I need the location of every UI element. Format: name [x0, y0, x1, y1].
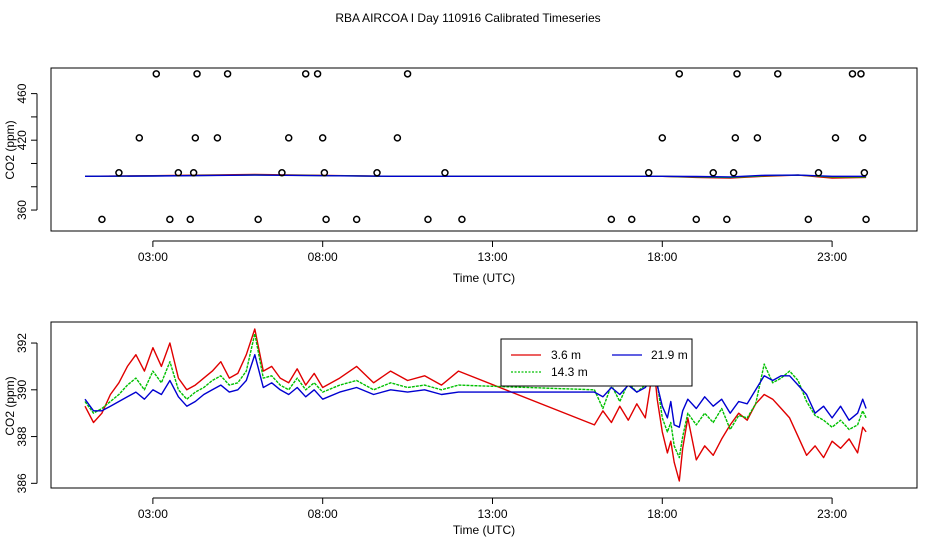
calibration-point: [723, 215, 731, 224]
top-x-axis: 03:00 08:00 13:00 18:00 23:00: [138, 240, 847, 264]
top-y-tick-label: 420: [15, 130, 29, 150]
bottom-series-lines: [84, 328, 867, 482]
top-series-21-9-m: [84, 174, 867, 178]
bottom-plot-frame: [50, 321, 918, 489]
calibration-point: [174, 169, 183, 177]
calibration-point: [731, 134, 740, 142]
calibration-point: [393, 134, 402, 142]
calibration-point: [709, 169, 717, 177]
calibration-point: [860, 169, 869, 177]
calibration-point: [278, 169, 286, 177]
legend: 3.6 m 21.9 m 14.3 m: [500, 338, 693, 387]
bottom-y-tick-label: 390: [15, 379, 29, 399]
top-calibration-points: [98, 70, 870, 224]
legend-label-3-6m: 3.6 m: [551, 348, 581, 362]
bottom-x-axis-label: Time (UTC): [453, 523, 515, 537]
calibration-point: [254, 215, 262, 224]
calibration-point: [320, 169, 329, 177]
calibration-point: [213, 134, 222, 142]
top-y-tick-label: 460: [15, 83, 29, 103]
top-x-tick-label: 23:00: [817, 250, 847, 264]
calibration-point: [301, 70, 310, 78]
legend-label-21-9m: 21.9 m: [651, 348, 688, 362]
calibration-point: [115, 169, 123, 177]
bottom-series-3-6-m: [84, 328, 867, 482]
calibration-point: [862, 215, 870, 224]
calibration-point: [753, 134, 762, 142]
bottom-series-21-9-m: [84, 354, 867, 428]
calibration-point: [135, 134, 144, 142]
calibration-point: [774, 70, 782, 78]
top-y-axis-label: CO2 (ppm): [3, 120, 17, 179]
calibration-point: [322, 215, 330, 224]
bottom-x-tick-label: 08:00: [308, 507, 338, 521]
bottom-y-tick-label: 388: [15, 426, 29, 446]
calibration-point: [193, 70, 201, 78]
calibration-point: [223, 70, 232, 78]
calibration-point: [152, 70, 161, 78]
bottom-x-tick-label: 13:00: [477, 507, 507, 521]
calibration-point: [831, 134, 840, 142]
bottom-y-tick-label: 392: [15, 333, 29, 353]
calibration-point: [186, 215, 194, 224]
top-x-tick-label: 18:00: [647, 250, 677, 264]
calibration-point: [848, 70, 857, 78]
bottom-x-axis: 03:00 08:00 13:00 18:00 23:00: [138, 497, 847, 521]
calibration-point: [804, 215, 813, 224]
calibration-point: [189, 169, 198, 177]
calibration-point: [318, 134, 327, 142]
bottom-x-tick-label: 03:00: [138, 507, 168, 521]
bottom-x-tick-label: 23:00: [817, 507, 847, 521]
calibration-point: [98, 215, 106, 224]
calibration-point: [658, 134, 667, 142]
calibration-point: [692, 215, 701, 224]
calibration-point: [284, 134, 293, 142]
top-plot-frame: [50, 67, 918, 232]
top-x-tick-label: 13:00: [477, 250, 507, 264]
calibration-point: [733, 70, 741, 78]
bottom-series-14-3-m: [84, 333, 867, 459]
bottom-y-axis: 386 388 390 392: [15, 333, 38, 493]
calibration-point: [857, 70, 865, 78]
top-x-axis-label: Time (UTC): [453, 271, 515, 285]
calibration-point: [607, 215, 616, 224]
calibration-point: [729, 169, 738, 177]
calibration-point: [191, 134, 200, 142]
calibration-point: [313, 70, 322, 78]
calibration-point: [373, 169, 381, 177]
calibration-point: [627, 215, 636, 224]
calibration-point: [403, 70, 412, 78]
calibration-point: [441, 169, 449, 177]
legend-label-14-3m: 14.3 m: [551, 365, 588, 379]
calibration-point: [644, 169, 653, 177]
calibration-point: [424, 215, 432, 224]
calibration-point: [166, 215, 174, 224]
top-x-tick-label: 08:00: [308, 250, 338, 264]
bottom-y-tick-label: 386: [15, 473, 29, 493]
top-chart: 360 420 460 03:00 08:00 13:00 18:00 23:00 Time…: [3, 67, 918, 285]
top-y-axis: 360 420 460: [15, 83, 38, 220]
calibration-point: [352, 215, 361, 224]
bottom-chart: 386 388 390 392 03:00 08:00 13:00 18:00 23:00 3…: [3, 321, 918, 537]
page-title: RBA AIRCOA I Day 110916 Calibrated Times…: [335, 11, 600, 25]
top-y-tick-label: 360: [15, 200, 29, 220]
bottom-y-axis-label: CO2 (ppm): [3, 376, 17, 435]
bottom-x-tick-label: 18:00: [647, 507, 677, 521]
calibration-point: [675, 70, 684, 78]
calibration-point: [458, 215, 466, 224]
legend-box: [500, 338, 693, 387]
top-series-lines: [84, 173, 867, 179]
calibration-point: [814, 169, 823, 177]
calibration-point: [858, 134, 867, 142]
top-x-tick-label: 03:00: [138, 250, 168, 264]
